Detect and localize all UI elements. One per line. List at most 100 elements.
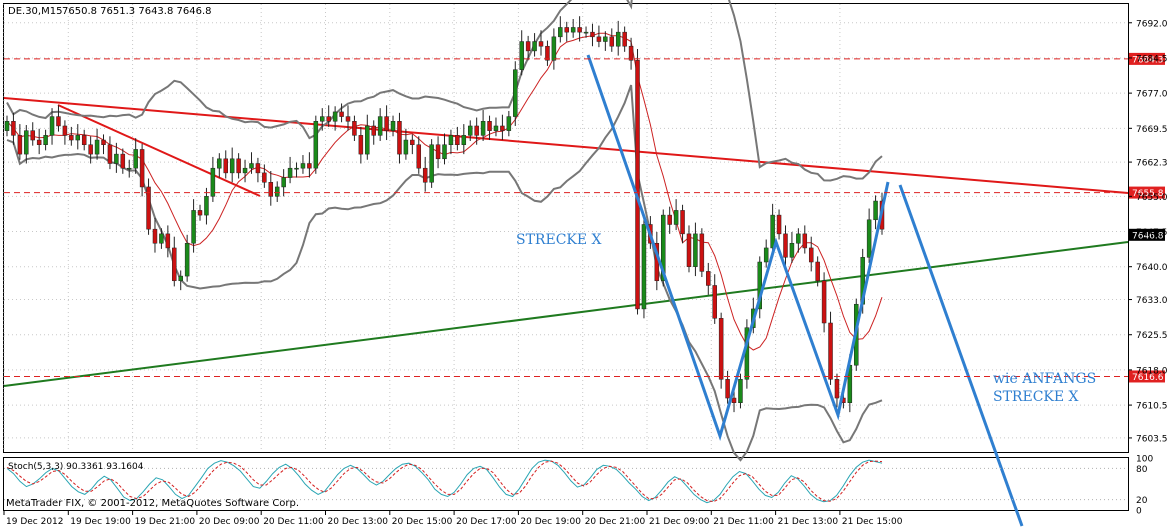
candle xyxy=(770,214,775,249)
candle xyxy=(410,139,415,145)
x-tick-label: 20 Dec 15:00 xyxy=(392,517,453,527)
y-tick-label: 7692.0 xyxy=(1136,19,1167,29)
candle xyxy=(551,36,557,61)
candle xyxy=(558,27,563,38)
price-level-tag xyxy=(1129,370,1165,383)
candle xyxy=(487,121,492,131)
candle xyxy=(808,247,814,263)
copyright-text: MetaTrader FIX, © 2001-2012, MetaQuotes … xyxy=(6,498,299,509)
price-level-tag xyxy=(1129,52,1165,65)
candle xyxy=(686,233,692,267)
candle xyxy=(217,158,222,169)
candle xyxy=(641,224,647,310)
candle xyxy=(43,135,48,145)
candle xyxy=(223,158,228,174)
candle xyxy=(609,36,615,47)
candle xyxy=(94,139,100,155)
candle xyxy=(249,163,254,169)
candle xyxy=(107,144,113,164)
y-tick-label: 7640.0 xyxy=(1136,263,1167,273)
candle xyxy=(146,186,151,230)
y-tick-label: 7610.5 xyxy=(1136,402,1167,412)
candle xyxy=(268,182,274,197)
candle xyxy=(17,135,23,155)
x-tick-label: 20 Dec 13:00 xyxy=(328,517,389,527)
candle xyxy=(635,60,640,310)
x-tick-label: 20 Dec 19:00 xyxy=(520,517,581,527)
candle xyxy=(545,45,550,61)
drawn-projection-line xyxy=(898,184,1024,527)
candle xyxy=(229,158,235,174)
candle xyxy=(590,31,595,38)
y-tick-label: 7677.0 xyxy=(1136,90,1167,100)
candle xyxy=(596,36,602,42)
candle xyxy=(287,167,293,178)
candle xyxy=(49,116,55,136)
symbol-timeframe: DE.30,M15 xyxy=(8,6,62,17)
annotation-strecke-x-2: STRECKE X xyxy=(993,389,1079,405)
candle xyxy=(36,139,42,145)
y-tick-label: 7618.0 xyxy=(1136,366,1167,376)
candle xyxy=(172,247,177,282)
candle xyxy=(834,379,840,399)
candle xyxy=(718,318,724,380)
bollinger-bands xyxy=(6,0,883,462)
candle xyxy=(513,69,518,117)
candle xyxy=(236,158,241,174)
y-tick-label: 7684.5 xyxy=(1136,54,1167,64)
y-tick-label: 7662.3 xyxy=(1136,159,1167,169)
candle xyxy=(661,214,666,282)
candle xyxy=(69,135,74,141)
candle xyxy=(500,125,505,131)
price-levels: 7684.3 7655.8 7616.6 7646.8 xyxy=(4,52,1165,383)
candle xyxy=(461,135,467,145)
candle xyxy=(210,167,216,197)
candle xyxy=(62,125,68,136)
candle xyxy=(429,144,434,183)
candle xyxy=(564,27,569,33)
candle xyxy=(873,200,878,221)
candle xyxy=(242,167,248,174)
stoch-tick-label: 20 xyxy=(1136,496,1148,506)
x-tick-label: 19 Dec 2012 xyxy=(6,517,64,527)
candle xyxy=(11,121,16,136)
candle xyxy=(352,121,357,136)
y-tick-label: 7647.5 xyxy=(1136,228,1167,238)
resistance-line xyxy=(3,97,1129,194)
candle xyxy=(680,210,685,235)
candle xyxy=(435,144,441,160)
candle xyxy=(667,214,672,225)
candles xyxy=(4,16,885,413)
x-tick-label: 21 Dec 11:00 xyxy=(713,517,774,527)
y-tick-label: 7625.5 xyxy=(1136,331,1167,341)
stoch-signal-line xyxy=(6,460,883,503)
stoch-tick-label: 100 xyxy=(1136,455,1153,465)
candle xyxy=(828,322,833,380)
candle xyxy=(866,219,872,258)
x-tick-label: 20 Dec 21:00 xyxy=(585,517,646,527)
candle xyxy=(397,121,402,155)
x-tick-label: 19 Dec 19:00 xyxy=(70,517,131,527)
resistance-line-segment xyxy=(57,104,261,197)
x-tick-label: 20 Dec 09:00 xyxy=(199,517,260,527)
candle xyxy=(403,139,409,155)
annotation-strecke-x: STRECKE X xyxy=(516,232,602,248)
candle xyxy=(178,275,183,282)
candle xyxy=(139,149,145,188)
candle xyxy=(56,116,61,127)
candle xyxy=(738,379,743,403)
candle xyxy=(255,163,261,174)
candle xyxy=(583,31,589,34)
candle xyxy=(538,41,544,47)
candle xyxy=(802,233,808,249)
price-axis: 7692.0 7684.5 7677.0 7669.5 7662.3 7655.0 7647… xyxy=(1128,19,1167,444)
candle xyxy=(24,130,29,155)
candle xyxy=(371,125,376,136)
candle xyxy=(262,172,267,183)
upper-band xyxy=(6,0,883,182)
candle xyxy=(422,167,428,183)
candle xyxy=(307,163,312,169)
lower-band xyxy=(6,84,883,462)
